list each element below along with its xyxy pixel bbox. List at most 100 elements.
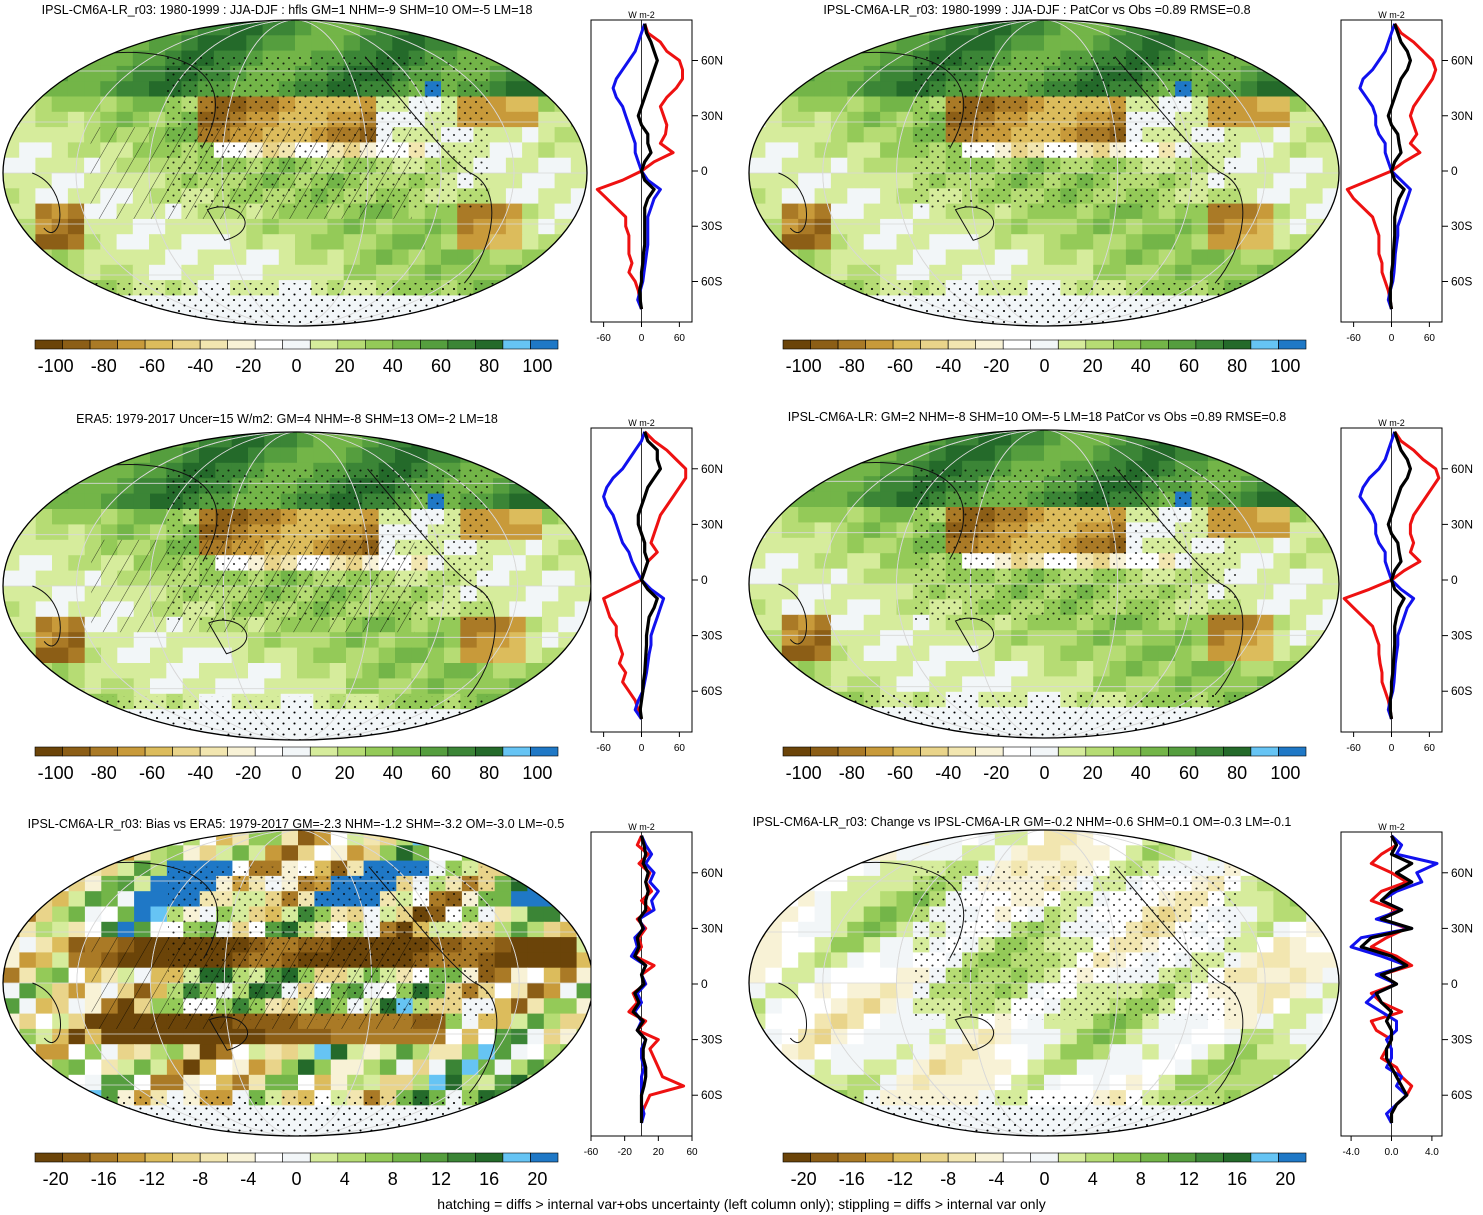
- coastline: [760, 51, 1244, 284]
- colorbar-swatch: [447, 339, 476, 350]
- colorbar-swatch: [199, 746, 228, 757]
- colorbar-swatch: [420, 746, 449, 757]
- colorbar-label: 100: [1270, 356, 1300, 376]
- colorbar-swatch: [920, 1152, 949, 1163]
- profile-ylabel: 30N: [701, 921, 723, 935]
- colorbar-swatch: [810, 1152, 839, 1163]
- colorbar-label: 40: [383, 356, 403, 376]
- colorbar-swatch: [1223, 339, 1252, 350]
- colorbar-swatch: [975, 339, 1004, 350]
- colorbar-swatch: [144, 339, 173, 350]
- colorbar-label: -80: [839, 763, 865, 783]
- profile-ylabel: 60N: [701, 54, 723, 68]
- panel-title: IPSL-CM6A-LR_r03: 1980-1999 : JJA-DJF : …: [42, 3, 533, 17]
- colorbar: -100 -80 -60 -40 -20 0 20 40 60 80 100: [34, 746, 559, 783]
- colorbar-label: -20: [235, 763, 261, 783]
- colorbar-label: 8: [388, 1169, 398, 1189]
- profile-ylabel: 30N: [1451, 921, 1473, 935]
- colorbar-swatch: [144, 746, 173, 757]
- colorbar-swatch: [62, 1152, 91, 1163]
- zonal-profile: W m-2 60N 30N 0 30S 60S -60 -20 20 60: [584, 822, 723, 1158]
- colorbar-label: -100: [786, 356, 822, 376]
- colorbar-swatch: [810, 746, 839, 757]
- colorbar-label: 20: [527, 1169, 547, 1189]
- profile-ylabel: 30N: [701, 517, 723, 531]
- profile-unit: W m-2: [628, 822, 655, 832]
- colorbar: -20 -16 -12 -8 -4 0 4 8 12 16 20: [34, 1152, 559, 1189]
- colorbar-label: -20: [235, 356, 261, 376]
- profile-ylabel: 60S: [1451, 684, 1472, 698]
- colorbar-swatch: [1168, 339, 1197, 350]
- colorbar-label: 100: [1270, 763, 1300, 783]
- colorbar-swatch: [62, 339, 91, 350]
- colorbar-label: 12: [1179, 1169, 1199, 1189]
- colorbar-swatch: [1002, 746, 1032, 757]
- colorbar-label: 0: [1039, 763, 1049, 783]
- colorbar-label: 80: [479, 356, 499, 376]
- profile-ylabel: 30S: [701, 219, 722, 233]
- panel-title: IPSL-CM6A-LR: GM=2 NHM=-8 SHM=10 OM=-5 L…: [788, 410, 1286, 424]
- colorbar-label: -60: [139, 356, 165, 376]
- panel-title: IPSL-CM6A-LR_r03: Change vs IPSL-CM6A-LR…: [753, 815, 1292, 829]
- profile-unit: W m-2: [1378, 822, 1405, 832]
- colorbar-swatch: [1140, 339, 1169, 350]
- colorbar-label: -100: [38, 763, 74, 783]
- profile-xlabel: 0: [1389, 743, 1395, 754]
- colorbar-label: 80: [479, 763, 499, 783]
- colorbar-label: -20: [983, 763, 1009, 783]
- colorbar-swatch: [172, 746, 201, 757]
- profile-xlabel: 0: [1389, 333, 1395, 344]
- panel-5: IPSL-CM6A-LR_r03: Bias vs ERA5: 1979-201…: [2, 817, 723, 1189]
- profile-ylabel: 0: [701, 164, 708, 178]
- profile-ylabel: 30N: [701, 109, 723, 123]
- profile-line-blue: [611, 23, 662, 310]
- colorbar-label: -100: [786, 763, 822, 783]
- profile-xlabel: -60: [584, 1147, 599, 1158]
- profile-xlabel: -20: [617, 1147, 632, 1158]
- colorbar-swatch: [892, 746, 921, 757]
- colorbar-swatch: [947, 1152, 977, 1163]
- zonal-profile: W m-2 60N 30N 0 30S 60S -60 0 60: [590, 418, 723, 754]
- colorbar-swatch: [1278, 746, 1307, 757]
- colorbar-label: 20: [1083, 356, 1103, 376]
- colorbar-label: -20: [791, 1169, 817, 1189]
- profile-xlabel: 60: [686, 1147, 698, 1158]
- colorbar-label: 40: [383, 763, 403, 783]
- field: [749, 20, 1339, 326]
- colorbar-swatch: [117, 746, 146, 757]
- colorbar-swatch: [892, 339, 921, 350]
- colorbar-swatch: [975, 746, 1004, 757]
- colorbar-swatch: [254, 339, 283, 350]
- profile-ylabel: 60N: [701, 462, 723, 476]
- colorbar-label: -20: [983, 356, 1009, 376]
- profile-ylabel: 60N: [1451, 54, 1473, 68]
- profile-ylabel: 30N: [1451, 517, 1473, 531]
- colorbar-swatch: [1058, 1152, 1087, 1163]
- colorbar-swatch: [337, 1152, 366, 1163]
- colorbar-swatch: [364, 746, 394, 757]
- profile-line-red: [1342, 430, 1441, 720]
- colorbar-label: 40: [1131, 356, 1151, 376]
- colorbar-swatch: [837, 746, 866, 757]
- colorbar-swatch: [1085, 746, 1114, 757]
- profile-xlabel: 0: [639, 743, 645, 754]
- colorbar-swatch: [837, 339, 866, 350]
- profile-line-black: [636, 431, 663, 720]
- colorbar-swatch: [1002, 339, 1032, 350]
- colorbar-swatch: [1030, 1152, 1059, 1163]
- colorbar-label: 60: [431, 763, 451, 783]
- colorbar-swatch: [89, 339, 118, 350]
- colorbar-swatch: [1113, 1152, 1142, 1163]
- colorbar-label: -40: [187, 356, 213, 376]
- profile-ylabel: 60S: [701, 1088, 722, 1102]
- field: [3, 432, 591, 740]
- colorbar-swatch: [837, 1152, 866, 1163]
- colorbar-swatch: [62, 746, 91, 757]
- map: [2, 829, 594, 1137]
- colorbar-label: -80: [91, 763, 117, 783]
- colorbar: -100 -80 -60 -40 -20 0 20 40 60 80 100: [34, 339, 559, 376]
- colorbar-swatch: [865, 339, 894, 350]
- colorbar-swatch: [1278, 1152, 1307, 1163]
- colorbar-label: 20: [1083, 763, 1103, 783]
- profile-line-black: [1386, 431, 1413, 720]
